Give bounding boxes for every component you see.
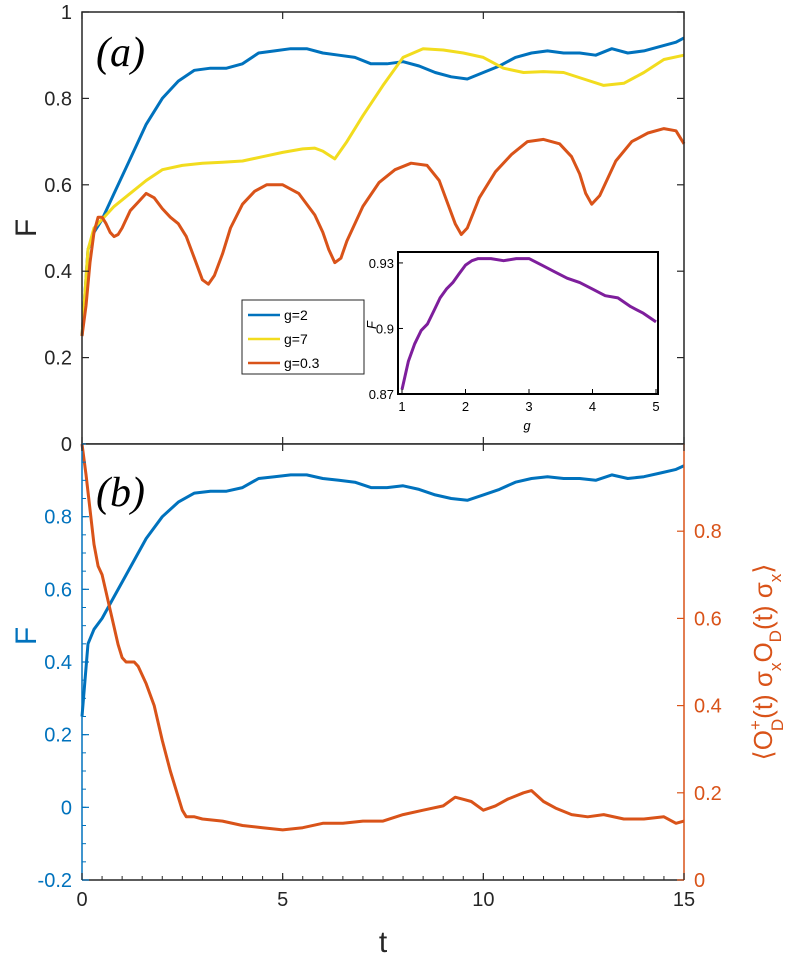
b-xtick-label: 10: [472, 889, 494, 911]
inset-xtick-label: 5: [652, 399, 659, 414]
rlabel-mid1: (t) σ: [748, 671, 778, 719]
b-ytick-label-right: 0.8: [694, 521, 722, 543]
rlabel-sub4: x: [766, 573, 785, 582]
series-line-g2: [80, 36, 685, 337]
panel-b-xticks: 0 5 10 15: [76, 444, 695, 911]
rlabel-open: ⟨O: [748, 730, 778, 760]
rlabel-sub2: x: [766, 662, 785, 671]
inset-ytick-label: 0.87: [369, 387, 394, 402]
a-ytick-label: 0.8: [44, 88, 72, 110]
inset-ticks: 1 2 3 4 5 0.87 0.9 0.93: [369, 256, 660, 414]
panel-b-xlabel: t: [379, 926, 388, 958]
panel-a: 0 0.2 0.4 0.6 0.8 1 (a) F g=2 g=7 g=0.3 1 2 3 4 5…: [10, 2, 686, 456]
a-ytick-label: 0: [61, 434, 72, 456]
b-ytick-label-right: 0.4: [694, 696, 722, 718]
inset-xtick-label: 4: [589, 399, 596, 414]
panel-a-xticks: [81, 12, 685, 444]
inset-series-group: [400, 257, 657, 390]
panel-b-yticks-right: 0 0.2 0.4 0.6 0.8: [677, 521, 722, 892]
panel-a-label: (a): [96, 30, 145, 76]
panel-b-ylabel-right: ⟨O+ D(t) σxOD(t) σx⟩: [746, 564, 787, 761]
legend-label-g7: g=7: [284, 331, 308, 347]
b-ytick-label-left: 0.6: [44, 579, 72, 601]
inset-background: [398, 252, 658, 394]
legend: g=2 g=7 g=0.3: [241, 299, 365, 375]
rlabel-mid3: (t) σ: [748, 582, 778, 630]
b-ytick-label-right: 0.6: [694, 608, 722, 630]
panel-b-label: (b): [96, 470, 145, 516]
b-ytick-label-left: 0.4: [44, 652, 72, 674]
inset-xtick-label: 3: [525, 399, 532, 414]
b-ytick-label-right: 0: [694, 870, 705, 892]
rlabel-sup: +: [746, 720, 765, 730]
panel-a-yticks: 0 0.2 0.4 0.6 0.8 1: [44, 2, 684, 456]
legend-label-g03: g=0.3: [284, 355, 320, 371]
panel-b: -0.200.20.40.60.8 00.20.40.60.8 0 5 10 15 (…: [10, 443, 787, 958]
inset-xtick-label: 1: [398, 399, 405, 414]
a-ytick-label: 0.4: [44, 261, 72, 283]
inset-chart: 1 2 3 4 5 0.87 0.9 0.93 g F: [364, 251, 660, 433]
b-xtick-label: 15: [673, 889, 695, 911]
series-line-b-correlator: [80, 443, 685, 832]
b-ytick-label-left: 0.8: [44, 507, 72, 529]
legend-box: [241, 299, 365, 375]
a-ytick-label: 1: [61, 2, 72, 24]
b-xtick-label: 5: [277, 889, 288, 911]
series-line-g03: [80, 127, 686, 337]
inset-ylabel: F: [364, 320, 379, 329]
panel-b-series-group: [80, 443, 685, 832]
rlabel-sub3: D: [766, 630, 785, 642]
inset-xlabel: g: [523, 418, 531, 433]
rlabel-sub1: D: [768, 719, 787, 731]
inset-ytick-label: 0.9: [376, 321, 394, 336]
legend-label-g2: g=2: [284, 307, 308, 323]
panel-a-series-group: [80, 36, 686, 337]
inset-frame: [397, 251, 659, 395]
inset-xtick-label: 2: [462, 399, 469, 414]
b-xtick-label: 0: [76, 889, 87, 911]
b-ytick-label-left: 0.2: [44, 725, 72, 747]
rlabel-mid2: O: [748, 642, 778, 662]
panel-a-ylabel: F: [10, 219, 43, 237]
b-ytick-label-left: -0.2: [38, 870, 72, 892]
inset-ytick-label: 0.93: [369, 256, 394, 271]
inset-series-line: [400, 257, 657, 390]
panel-b-ylabel-left: F: [10, 627, 43, 645]
rlabel-close: ⟩: [748, 564, 778, 574]
series-line-g7: [80, 47, 685, 337]
a-ytick-label: 0.6: [44, 175, 72, 197]
series-line-b-F: [80, 464, 685, 717]
panel-b-yticks-left: -0.2 0 0.2 0.4 0.6 0.8: [38, 443, 89, 892]
b-ytick-label-left: 0: [61, 797, 72, 819]
b-ytick-label-right: 0.2: [694, 783, 722, 805]
a-ytick-label: 0.2: [44, 348, 72, 370]
